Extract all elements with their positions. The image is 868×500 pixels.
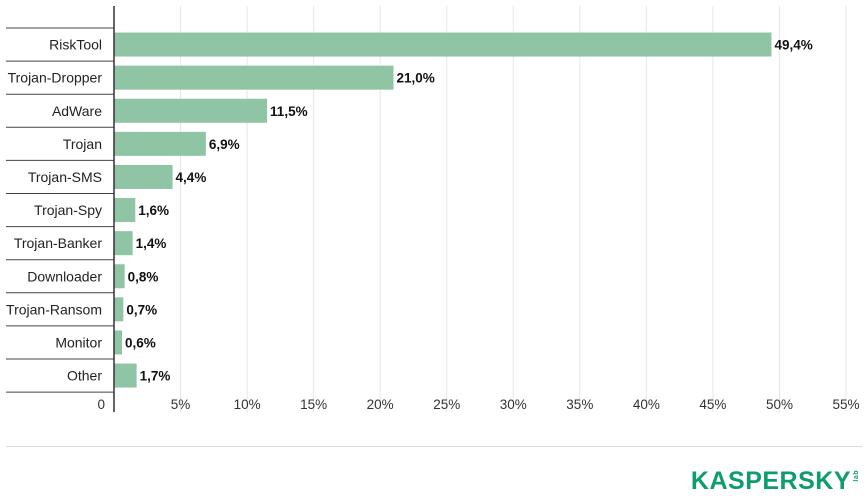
bar <box>114 164 173 189</box>
x-tick-label: 50% <box>766 397 793 412</box>
x-tick-label: 40% <box>633 397 660 412</box>
x-tick-label: 0 <box>97 397 105 412</box>
bars <box>114 32 772 388</box>
x-tick-label: 10% <box>234 397 261 412</box>
bar <box>114 131 206 156</box>
bar <box>114 198 136 223</box>
category-labels: RiskTool Trojan-Dropper AdWare Trojan Trojan… <box>6 37 102 384</box>
category-label: RiskTool <box>49 37 102 53</box>
bar <box>114 330 122 355</box>
x-tick-label: 5% <box>171 397 191 412</box>
data-label: 0,6% <box>125 335 156 350</box>
bar <box>114 231 133 256</box>
category-label: Monitor <box>55 334 102 350</box>
x-tick-labels: 0 5% 10% 15% 20% 25% 30% 35% 40% 45% 50% 55% <box>97 397 859 412</box>
row-separators <box>6 27 114 393</box>
logo-wordmark: KASPERSKY <box>690 467 851 495</box>
category-label: Trojan-SMS <box>28 169 102 185</box>
category-label: AdWare <box>52 103 102 119</box>
bar <box>114 264 125 289</box>
kaspersky-logo: KASPERSKY lab <box>691 466 860 496</box>
x-tick-label: 20% <box>367 397 394 412</box>
data-label: 4,4% <box>176 170 207 185</box>
data-label: 6,9% <box>209 137 240 152</box>
category-label: Trojan <box>63 136 102 152</box>
data-label: 11,5% <box>270 104 308 119</box>
data-label: 1,4% <box>136 236 167 251</box>
data-label: 0,8% <box>128 269 159 284</box>
x-tick-label: 55% <box>832 397 859 412</box>
bar <box>114 32 772 57</box>
logo-lab-mark: lab <box>853 470 860 482</box>
data-label: 0,7% <box>126 302 157 317</box>
category-label: Trojan-Dropper <box>8 70 103 86</box>
data-label: 1,6% <box>138 203 169 218</box>
category-label: Downloader <box>27 268 102 284</box>
bar <box>114 65 394 90</box>
bar <box>114 363 137 388</box>
data-label: 21,0% <box>396 71 434 86</box>
x-tick-label: 25% <box>433 397 460 412</box>
category-label: Other <box>67 368 102 384</box>
footer-divider <box>6 446 862 447</box>
x-tick-label: 15% <box>300 397 327 412</box>
bar-chart: RiskTool Trojan-Dropper AdWare Trojan Trojan… <box>6 6 860 413</box>
x-tick-label: 35% <box>566 397 593 412</box>
bar <box>114 297 124 322</box>
x-tick-label: 30% <box>500 397 527 412</box>
category-label: Trojan-Ransom <box>6 301 102 317</box>
x-tick-label: 45% <box>699 397 726 412</box>
data-label: 49,4% <box>774 38 812 53</box>
data-labels: 49,4% 21,0% 11,5% 6,9% 4,4% 1,6% 1,4% 0,8% 0,7% 0… <box>125 38 813 384</box>
category-label: Trojan-Banker <box>14 235 103 251</box>
bar <box>114 98 268 123</box>
category-label: Trojan-Spy <box>34 202 102 218</box>
data-label: 1,7% <box>140 369 171 384</box>
